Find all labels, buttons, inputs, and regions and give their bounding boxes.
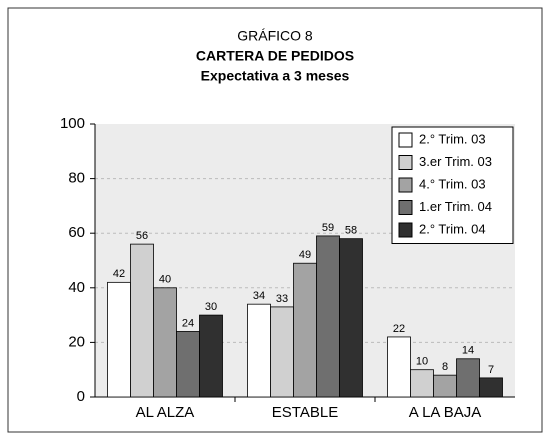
y-tick-label: 40 <box>68 279 85 296</box>
data-label: 30 <box>205 301 217 313</box>
legend-swatch <box>398 177 413 193</box>
bar <box>293 262 317 398</box>
x-tick-label: ESTABLE <box>272 404 338 421</box>
data-label: 22 <box>393 323 405 335</box>
data-label: 14 <box>462 345 474 357</box>
data-label: 40 <box>159 274 171 286</box>
data-label: 56 <box>136 230 148 242</box>
chart-title: GRÁFICO 8 <box>237 28 313 44</box>
bar <box>316 235 340 398</box>
chart-caption: Expectativa a 3 meses <box>201 68 350 84</box>
y-tick-label: 0 <box>77 388 85 405</box>
bar <box>339 238 363 398</box>
bar <box>130 243 154 398</box>
data-label: 49 <box>299 249 311 261</box>
legend-swatch <box>398 155 413 170</box>
data-label: 58 <box>345 225 357 237</box>
bar <box>199 314 223 398</box>
legend-swatch <box>398 132 413 148</box>
bar <box>387 336 411 398</box>
data-label: 34 <box>253 290 265 302</box>
data-label: 8 <box>442 361 448 373</box>
data-label: 10 <box>416 356 428 368</box>
bar <box>456 358 480 398</box>
bar <box>410 369 434 398</box>
bar <box>433 374 457 398</box>
legend-label: 2.° Trim. 04 <box>419 221 486 236</box>
bar <box>153 287 177 398</box>
bar <box>107 281 131 398</box>
legend-label: 3.er Trim. 03 <box>419 154 492 169</box>
x-tick-label: A LA BAJA <box>409 404 482 421</box>
data-label: 24 <box>182 317 194 329</box>
bar <box>247 303 271 398</box>
legend-label: 2.° Trim. 03 <box>419 131 486 146</box>
legend-swatch <box>398 222 413 238</box>
legend-swatch <box>398 200 413 215</box>
x-tick-label: AL ALZA <box>136 404 195 421</box>
bar <box>176 331 200 398</box>
chart-subtitle: CARTERA DE PEDIDOS <box>196 48 354 64</box>
data-label: 33 <box>276 293 288 305</box>
legend-label: 4.° Trim. 03 <box>419 176 486 191</box>
bar <box>479 377 503 398</box>
data-label: 42 <box>113 268 125 280</box>
data-label: 7 <box>488 364 494 376</box>
y-tick-label: 100 <box>60 115 85 132</box>
y-tick-label: 20 <box>68 333 85 350</box>
y-tick-label: 60 <box>68 224 85 241</box>
legend-label: 1.er Trim. 04 <box>419 199 492 214</box>
data-label: 59 <box>322 222 334 234</box>
bar <box>270 306 294 398</box>
y-tick-label: 80 <box>68 170 85 187</box>
